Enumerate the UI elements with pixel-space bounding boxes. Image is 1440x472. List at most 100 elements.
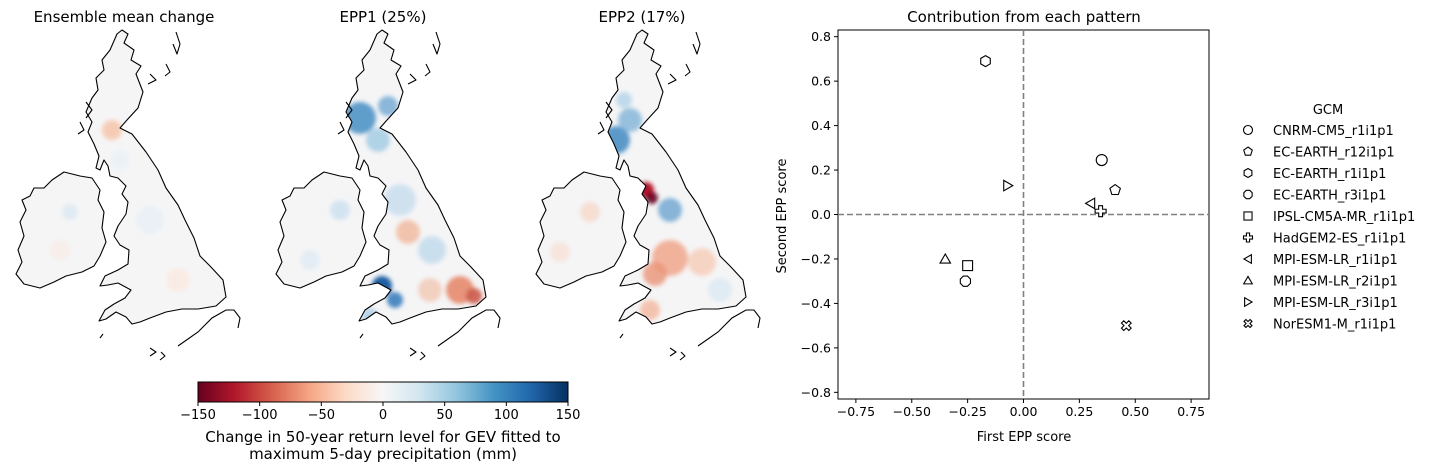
legend-marker-triangle-right: [1244, 296, 1254, 308]
legend-item: MPI-ESM-LR_r1i1p1: [1242, 253, 1398, 268]
map-anomaly-patch: [580, 202, 600, 222]
legend-label: CNRM-CM5_r1i1p1: [1273, 124, 1394, 139]
data-point-octagon: [959, 275, 972, 287]
data-point-triangle-left: [1084, 197, 1096, 210]
scatter-plot: Contribution from each pattern −0.75 −0.5…: [775, 8, 1210, 445]
france-coast-outline: [437, 309, 501, 347]
legend-item: HadGEM2-ES_r1i1p1: [1242, 232, 1406, 247]
france-coast-outline: [697, 309, 761, 347]
scatter-title: Contribution from each pattern: [907, 8, 1141, 26]
colorbar-tick-label: −150: [180, 408, 216, 423]
x-tick-label: −0.25: [948, 404, 986, 419]
legend-item: IPSL-CM5A-MR_r1i1p1: [1243, 210, 1415, 225]
map-anomaly-patch: [166, 268, 190, 292]
islands-outline: [337, 31, 441, 361]
legend-label: EC-EARTH_r3i1p1: [1273, 189, 1386, 204]
map-anomaly-patch: [110, 150, 130, 170]
data-point-circle: [1095, 153, 1108, 167]
y-tick-label: 0.8: [811, 29, 831, 44]
data-point-square: [962, 260, 974, 272]
colorbar-label-line2: maximum 5-day precipitation (mm): [249, 445, 517, 463]
legend-marker-triangle-left: [1242, 253, 1252, 265]
map-anomaly-patch: [640, 300, 660, 320]
map-anomaly-patch: [50, 240, 70, 260]
y-axis-label: Second EPP score: [775, 159, 790, 274]
map-anomaly-patch: [300, 250, 320, 270]
map-anomaly-patch: [62, 204, 78, 220]
legend-label: IPSL-CM5A-MR_r1i1p1: [1273, 210, 1415, 225]
reference-lines: [838, 30, 1209, 399]
map-anomaly-patch: [102, 120, 122, 140]
legend-title: GCM: [1313, 103, 1343, 118]
map-anomaly-patch: [418, 278, 442, 302]
x-axis-ticks: −0.75 −0.50 −0.25 0.00 0.25 0.50 0.75: [837, 399, 1205, 419]
legend-marker-octagon: [1243, 189, 1253, 200]
legend-label: HadGEM2-ES_r1i1p1: [1273, 232, 1406, 247]
legend-label: MPI-ESM-LR_r2i1p1: [1273, 275, 1398, 290]
islands-outline: [77, 31, 181, 361]
x-tick-label: 0.00: [1010, 404, 1038, 419]
map-anomaly-patch: [550, 242, 570, 262]
map-panel-mean: [15, 29, 241, 361]
map-anomaly-patch: [330, 200, 350, 220]
colorbar-tick-label: 100: [494, 408, 519, 423]
y-tick-label: −0.8: [801, 385, 831, 400]
colorbar-ticks: −150 −100 −50 0 50 100 150: [180, 402, 580, 423]
colorbar-gradient: [197, 381, 569, 403]
y-axis-ticks: −0.8 −0.6 −0.4 −0.2 0.0 0.2 0.4 0.6 0.8: [801, 29, 838, 400]
colorbar-tick-label: −50: [308, 408, 335, 423]
legend-label: NorESM1-M_r1i1p1: [1273, 318, 1396, 333]
legend-label: EC-EARTH_r1i1p1: [1273, 167, 1386, 182]
scatter-points: [939, 54, 1132, 332]
islands-outline: [597, 31, 701, 361]
map-anomaly-patch: [387, 292, 403, 308]
legend-item: EC-EARTH_r1i1p1: [1243, 167, 1386, 182]
colorbar-tick-label: 50: [436, 408, 453, 423]
colorbar-label-line1: Change in 50-year return level for GEV f…: [205, 428, 561, 446]
legend-marker-x-filled: [1243, 318, 1253, 329]
x-tick-label: −0.50: [893, 404, 931, 419]
data-point-pentagon: [1109, 183, 1122, 196]
legend-label: MPI-ESM-LR_r3i1p1: [1273, 296, 1398, 311]
map-anomaly-patch: [378, 96, 398, 116]
map-title: EPP1 (25%): [340, 8, 427, 26]
legend-items: CNRM-CM5_r1i1p1 EC-EARTH_r12i1p1 EC-EARTH_…: [1242, 124, 1415, 333]
legend-marker-circle: [1242, 124, 1254, 136]
legend-item: MPI-ESM-LR_r3i1p1: [1244, 296, 1398, 311]
y-tick-label: 0.6: [811, 74, 831, 89]
map-anomaly-patch: [418, 236, 446, 264]
map-anomaly-patch: [466, 288, 482, 304]
maps-layer: Ensemble mean change EPP1 (25%) EPP2 (17%): [15, 8, 761, 361]
legend-marker-plus: [1242, 232, 1254, 243]
legend-label: MPI-ESM-LR_r1i1p1: [1273, 253, 1398, 268]
legend: GCM CNRM-CM5_r1i1p1 EC-EARTH_r12i1p1 EC-EA…: [1242, 103, 1415, 333]
x-tick-label: 0.25: [1065, 404, 1093, 419]
x-tick-label: 0.50: [1121, 404, 1149, 419]
x-axis-label: First EPP score: [977, 430, 1071, 445]
x-tick-label: 0.75: [1177, 404, 1205, 419]
data-point-triangle-up: [939, 252, 952, 264]
map-title: EPP2 (17%): [599, 8, 686, 26]
legend-item: EC-EARTH_r3i1p1: [1243, 189, 1386, 204]
colorbar-tick-label: −100: [242, 408, 278, 423]
map-anomaly-patch: [616, 92, 632, 108]
colorbar-tick-label: 150: [556, 408, 581, 423]
y-tick-label: −0.4: [801, 296, 831, 311]
france-coast-outline: [177, 309, 241, 347]
legend-marker-square: [1243, 211, 1253, 221]
map-anomaly-patch: [708, 278, 732, 302]
y-tick-label: −0.2: [801, 251, 831, 266]
legend-item: CNRM-CM5_r1i1p1: [1242, 124, 1394, 139]
map-anomaly-patch: [618, 108, 642, 132]
map-title: Ensemble mean change: [34, 8, 215, 26]
legend-marker-triangle-up: [1242, 275, 1254, 285]
y-tick-label: 0.4: [811, 118, 831, 133]
map-anomaly-patch: [366, 128, 390, 152]
map-anomaly-patch: [136, 206, 164, 234]
colorbar-tick-label: 0: [379, 408, 387, 423]
data-point-triangle-right: [1003, 179, 1014, 192]
map-anomaly-patch: [396, 220, 420, 244]
y-tick-label: 0.0: [811, 207, 831, 222]
y-tick-label: 0.2: [811, 163, 831, 178]
